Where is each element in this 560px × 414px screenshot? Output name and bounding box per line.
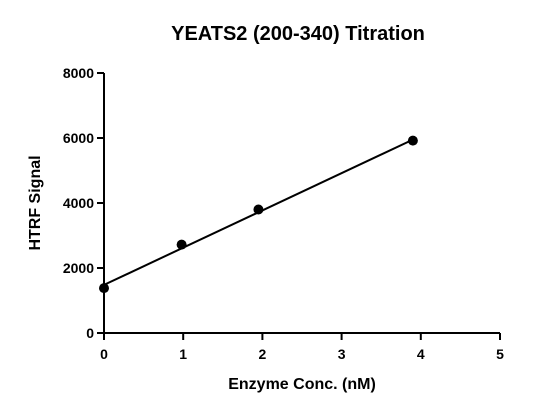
data-point: [407, 135, 418, 146]
data-point: [176, 239, 187, 250]
y-tick-label: 6000: [63, 130, 94, 146]
y-axis-label: HTRF Signal: [27, 155, 44, 250]
x-tick-label: 2: [259, 346, 267, 362]
y-tick-label: 0: [86, 325, 94, 341]
x-tick-label: 5: [496, 346, 504, 362]
data-points: [99, 135, 418, 294]
axes: 0 2000 4000 6000 8000 0 1 2 3 4 5: [63, 65, 504, 362]
y-tick-label: 2000: [63, 260, 94, 276]
x-tick-label: 4: [417, 346, 425, 362]
x-tick-label: 1: [179, 346, 187, 362]
x-tick-label: 0: [100, 346, 108, 362]
y-tick-label: 8000: [63, 65, 94, 81]
data-point: [99, 283, 109, 294]
y-tick-label: 4000: [63, 195, 94, 211]
chart-title: YEATS2 (200-340) Titration: [171, 23, 425, 45]
x-tick-label: 3: [338, 346, 346, 362]
x-axis-label: Enzyme Conc. (nM): [228, 376, 376, 393]
data-point: [253, 204, 264, 215]
